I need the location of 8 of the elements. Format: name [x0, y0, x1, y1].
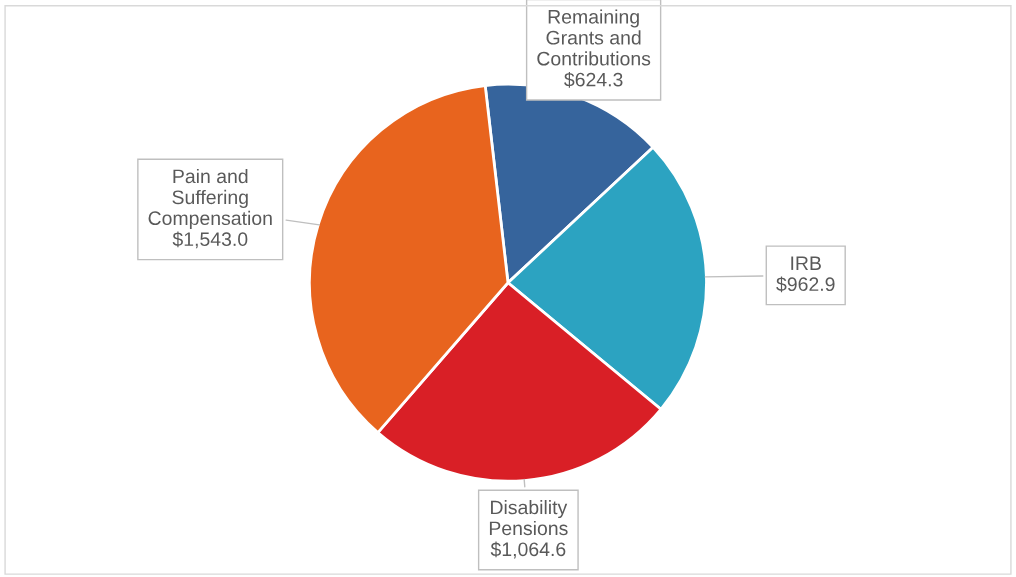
slice-label: Remaining Grants and Contributions [537, 9, 651, 66]
slice-label: IRB [791, 256, 821, 270]
data-label: $1,064.6 [490, 541, 566, 559]
data-label: $962.9 [776, 276, 835, 293]
data-label: $624.3 [564, 71, 623, 88]
slice-label: Disability Pensions [489, 500, 568, 536]
data-label: $1,543.0 [172, 231, 248, 249]
slice-label: Pain and Suffering Compensation [148, 168, 272, 229]
